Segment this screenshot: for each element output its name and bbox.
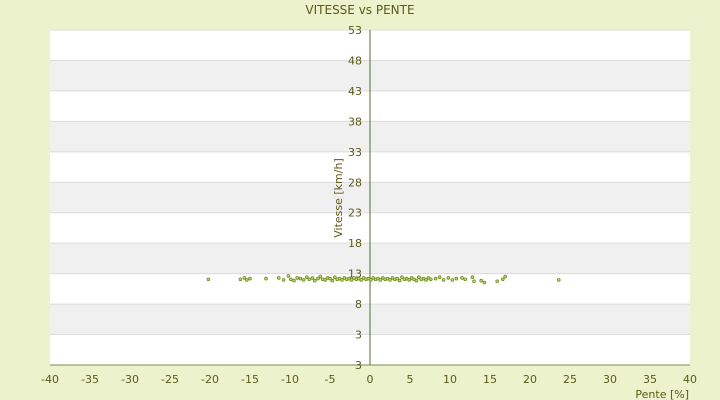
- data-point: [310, 276, 315, 280]
- data-point: [495, 279, 500, 284]
- x-tick-label: 0: [367, 373, 374, 386]
- data-point: [238, 277, 243, 282]
- data-point: [264, 276, 268, 281]
- data-point: [242, 276, 247, 280]
- data-point: [295, 276, 300, 280]
- y-axis-title: Vitesse [km/h]: [332, 158, 345, 238]
- data-point: [424, 278, 428, 282]
- x-tick-label: -5: [325, 373, 336, 386]
- data-point: [378, 278, 383, 282]
- data-point: [454, 276, 459, 281]
- data-point: [395, 276, 400, 281]
- data-point: [312, 278, 317, 283]
- data-point: [328, 276, 332, 281]
- data-point: [472, 279, 476, 284]
- x-tick-label: -35: [81, 373, 99, 386]
- data-point: [433, 276, 438, 281]
- data-point: [397, 278, 402, 283]
- data-point: [407, 278, 412, 282]
- data-point: [400, 275, 404, 280]
- data-point: [276, 276, 281, 280]
- data-point: [332, 275, 337, 280]
- data-point: [318, 274, 323, 279]
- y-tick-label: 28: [348, 176, 362, 189]
- data-point: [463, 277, 468, 282]
- data-point: [340, 278, 344, 282]
- chart-title: VITESSE vs PENTE: [305, 3, 414, 17]
- data-point: [288, 277, 293, 282]
- data-point: [482, 280, 487, 285]
- data-point: [500, 277, 505, 282]
- data-point: [304, 275, 309, 280]
- data-point: [286, 274, 291, 278]
- data-point: [248, 276, 252, 281]
- data-point: [441, 278, 446, 282]
- data-point: [292, 278, 296, 283]
- data-point: [388, 278, 392, 282]
- y-tick-label: 43: [348, 85, 362, 98]
- y-tick-label: 3: [355, 359, 362, 372]
- data-point: [428, 277, 433, 282]
- y-tick-label: 48: [348, 54, 362, 67]
- data-point: [349, 278, 354, 282]
- data-points: [206, 274, 561, 285]
- x-tick-label: -15: [241, 373, 259, 386]
- x-tick-label: 40: [683, 373, 697, 386]
- data-point: [281, 278, 286, 282]
- x-tick-label: 30: [603, 373, 617, 386]
- x-tick-label: -10: [281, 373, 299, 386]
- data-point: [368, 278, 373, 282]
- y-tick-label: 8: [355, 298, 362, 311]
- x-tick-label: -40: [41, 373, 59, 386]
- data-point: [298, 276, 303, 281]
- y-tick-label: 53: [348, 24, 362, 37]
- x-tick-label: 10: [443, 373, 457, 386]
- x-tick-label: -20: [201, 373, 219, 386]
- x-tick-label: 20: [523, 373, 537, 386]
- data-point: [316, 276, 320, 281]
- data-point: [323, 278, 328, 282]
- y-tick-label: 23: [348, 207, 362, 220]
- x-tick-label: 25: [563, 373, 577, 386]
- data-point: [450, 278, 455, 282]
- data-point: [470, 275, 475, 280]
- data-point: [414, 278, 419, 283]
- data-point: [503, 274, 508, 279]
- x-tick-labels: -40 -35 -30 -25 -20 -15 -10 -5 0 5 10 15 20 25 30 35 40: [41, 373, 697, 386]
- data-point: [307, 277, 312, 282]
- data-point: [359, 278, 364, 282]
- data-point: [556, 278, 561, 282]
- data-point: [301, 278, 306, 282]
- x-tick-label: 35: [643, 373, 657, 386]
- x-tick-label: 15: [483, 373, 497, 386]
- y-tick-label: 3: [355, 329, 362, 342]
- x-axis-title: Pente [%]: [635, 388, 689, 400]
- data-point: [437, 275, 442, 280]
- x-tick-label: -30: [121, 373, 139, 386]
- data-point: [460, 276, 464, 280]
- x-tick-label: -25: [161, 373, 179, 386]
- x-tick-label: 5: [407, 373, 414, 386]
- data-point: [446, 276, 451, 280]
- data-point: [416, 275, 421, 280]
- y-tick-label: 33: [348, 146, 362, 159]
- data-point: [245, 278, 249, 282]
- data-point: [479, 278, 484, 283]
- data-point: [206, 277, 211, 282]
- y-tick-label: 38: [348, 115, 362, 128]
- y-tick-label: 18: [348, 237, 362, 250]
- data-point: [330, 278, 335, 283]
